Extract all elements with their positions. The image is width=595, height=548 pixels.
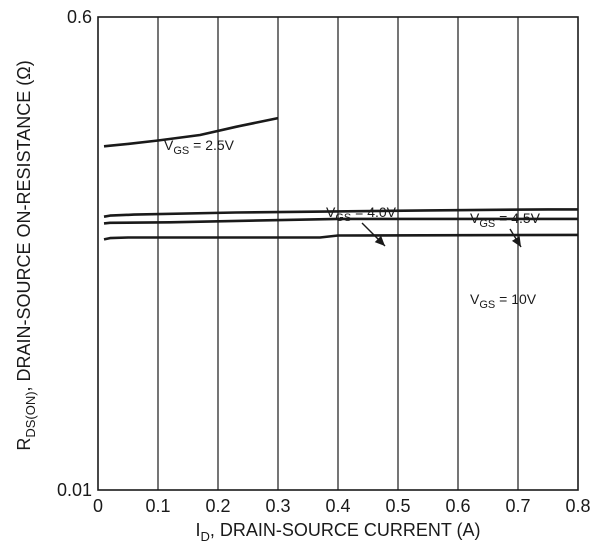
series-label-vgs-2-5v: VGS = 2.5V (164, 137, 235, 157)
series-line-vgs-4-5v (103, 208, 578, 218)
annotation-layer: VGS = 2.5V VGS = 4.5V VGS = 4.0V VGS = 10V (164, 137, 541, 311)
plot-frame (97, 16, 579, 491)
x-axis-label: ID, DRAIN-SOURCE CURRENT (A) (195, 520, 480, 544)
x-tick-label-7: 0.7 (505, 496, 530, 516)
x-tick-label-5: 0.5 (385, 496, 410, 516)
x-tick-label-4: 0.4 (325, 496, 350, 516)
axis-layer: 0 0.1 0.2 0.3 0.4 0.5 0.6 0.7 0.8 0.6 0.01 ID, DRAI… (14, 7, 591, 544)
y-tick-label-1: 0.01 (57, 480, 92, 500)
y-tick-label-0: 0.6 (67, 7, 92, 27)
x-tick-label-3: 0.3 (265, 496, 290, 516)
leader-arrow-vgs-4-5v (509, 228, 522, 248)
x-tick-label-2: 0.2 (205, 496, 230, 516)
series-label-vgs-10v: VGS = 10V (470, 291, 537, 311)
series-line-vgs-10v (103, 233, 579, 241)
x-tick-label-0: 0 (93, 496, 103, 516)
series-label-vgs-4-0v: VGS = 4.0V (326, 204, 397, 224)
series-label-vgs-4-5v: VGS = 4.5V (470, 210, 541, 230)
leader-arrow-vgs-4-0v (361, 222, 386, 247)
x-tick-label-8: 0.8 (565, 496, 590, 516)
y-axis-label: RDS(ON), DRAIN-SOURCE ON-RESISTANCE (Ω) (14, 60, 38, 450)
series-line-vgs-2-5v (103, 116, 279, 148)
x-tick-label-6: 0.6 (445, 496, 470, 516)
series-layer (103, 116, 579, 241)
x-tick-label-1: 0.1 (145, 496, 170, 516)
series-line-vgs-4-0v (103, 217, 578, 225)
grid-layer (157, 17, 519, 490)
